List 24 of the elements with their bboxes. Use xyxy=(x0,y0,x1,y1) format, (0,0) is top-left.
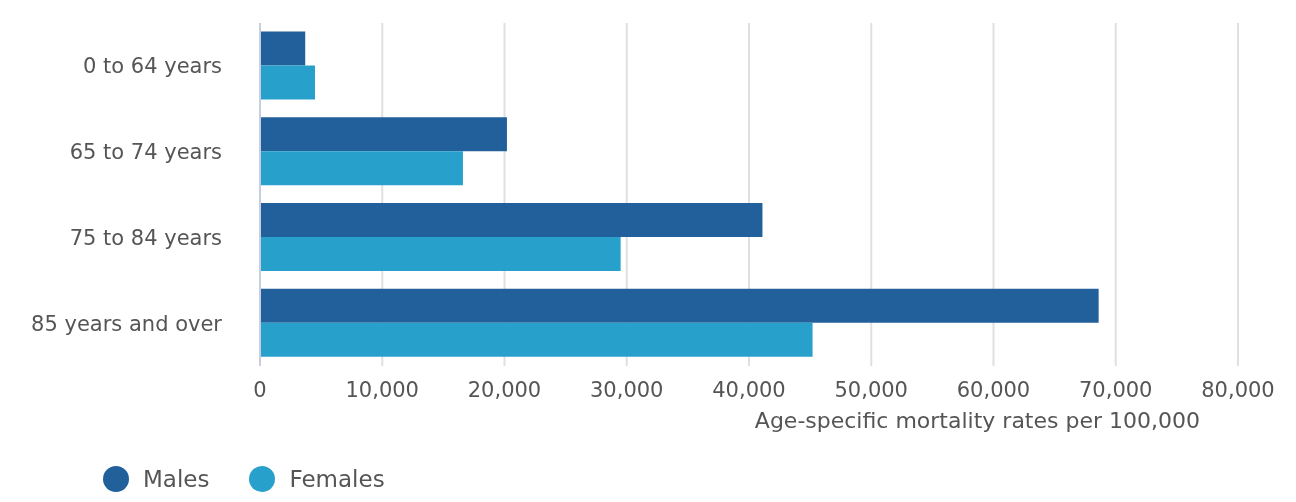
legend-label: Females xyxy=(288,466,385,492)
bar xyxy=(260,31,306,66)
y-tick-label: 65 to 74 years xyxy=(69,140,222,165)
bar xyxy=(260,203,763,238)
x-tick-label: 30,000 xyxy=(590,377,664,402)
y-tick-label: 0 to 64 years xyxy=(83,54,222,79)
x-tick-label: 60,000 xyxy=(956,377,1031,402)
x-tick-label: 0 xyxy=(253,377,267,402)
bar xyxy=(260,237,621,272)
y-tick-label: 85 years and over xyxy=(31,311,223,336)
x-tick-label: 70,000 xyxy=(1079,377,1153,402)
bar xyxy=(260,322,813,357)
x-tick-label: 20,000 xyxy=(467,377,542,402)
bar xyxy=(260,151,463,186)
legend-label: Males xyxy=(142,466,210,492)
bar xyxy=(260,117,507,152)
bar xyxy=(260,288,1099,323)
bar xyxy=(260,65,316,100)
x-tick-label: 10,000 xyxy=(345,377,419,402)
x-axis-title: Age-specific mortality rates per 100,000 xyxy=(754,408,1200,433)
x-tick-label: 40,000 xyxy=(712,377,786,402)
y-tick-label: 75 to 84 years xyxy=(69,225,222,250)
x-tick-label: 80,000 xyxy=(1201,377,1275,402)
x-tick-label: 50,000 xyxy=(834,377,908,402)
